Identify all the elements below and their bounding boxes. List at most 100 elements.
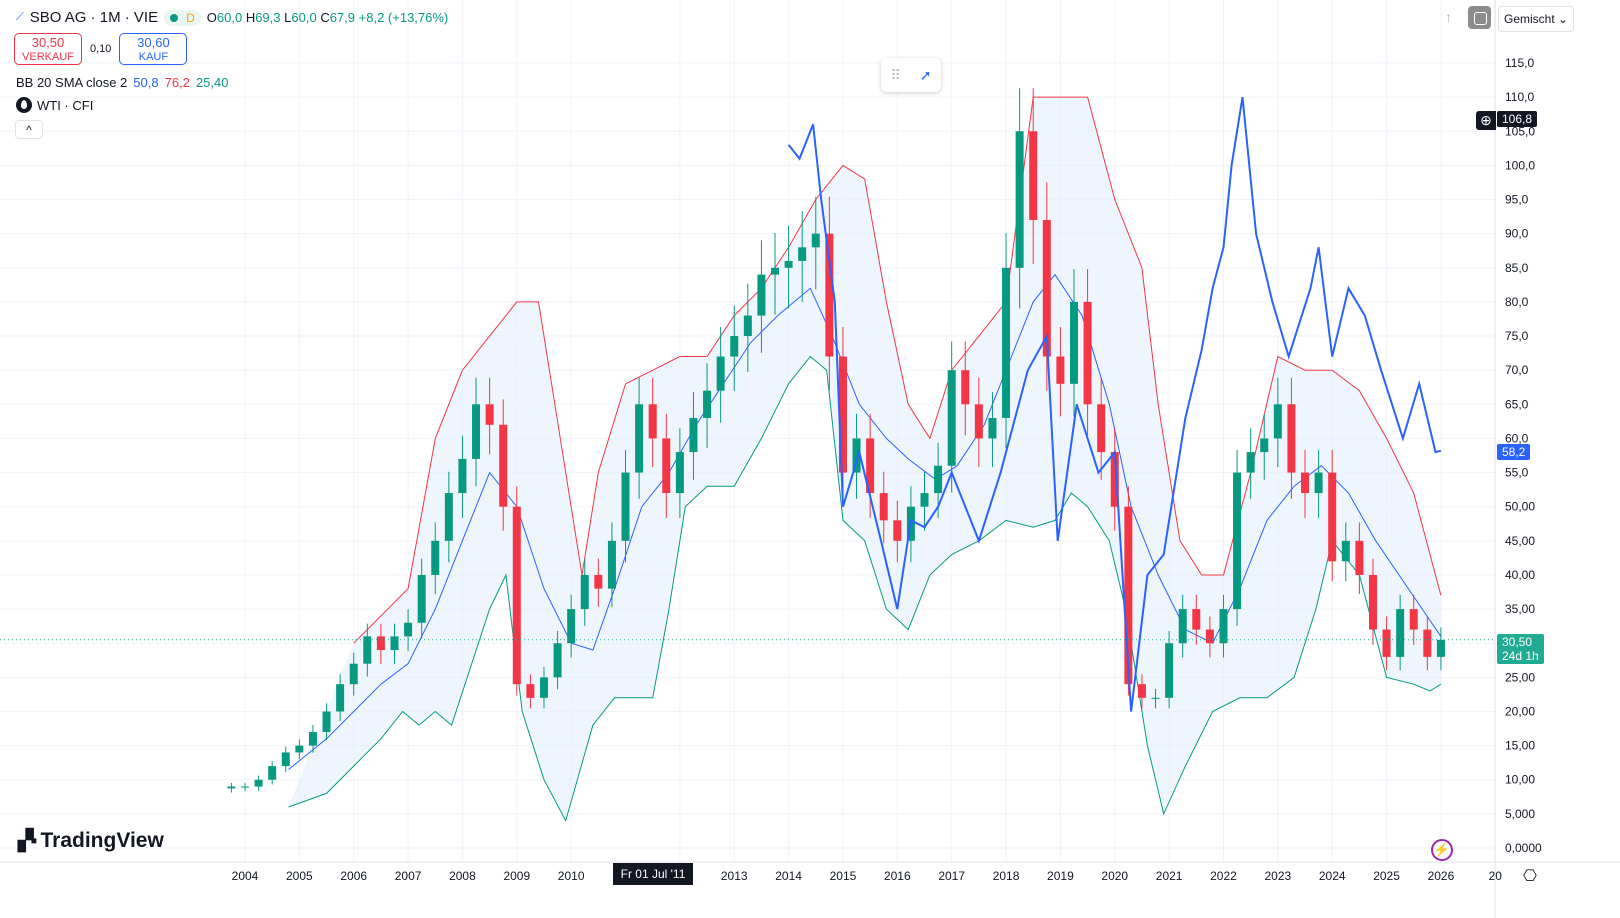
x-tick-label: 2015 xyxy=(830,869,857,883)
cursor-icon[interactable]: ➚ xyxy=(919,66,932,83)
sell-button[interactable]: 30,50 VERKAUF xyxy=(14,33,82,65)
x-tick-label: 2022 xyxy=(1210,869,1237,883)
candle-body xyxy=(934,465,943,494)
candle-body xyxy=(866,438,875,494)
candle-body xyxy=(1314,472,1323,494)
candle-body xyxy=(1382,629,1391,657)
candle-body xyxy=(689,417,698,453)
lightning-icon[interactable]: ⚡ xyxy=(1431,839,1453,861)
candle-body xyxy=(1396,609,1405,657)
x-tick-label: 2009 xyxy=(503,869,530,883)
bb-lower-line xyxy=(288,355,1442,823)
scale-mode-dropdown[interactable]: Gemischt ⌄ xyxy=(1498,6,1575,32)
candle-body xyxy=(743,315,752,337)
candle-body xyxy=(1069,301,1078,384)
candle-body xyxy=(1002,267,1011,418)
settings-gear-icon[interactable]: ⎔ xyxy=(1523,868,1537,885)
y-tick-label: 110,0 xyxy=(1505,90,1534,104)
y-tick-label: 65,0 xyxy=(1505,397,1529,411)
candle-body xyxy=(376,636,385,651)
candle-body xyxy=(390,636,399,651)
candle-body xyxy=(1233,472,1242,610)
x-tick-label: 2026 xyxy=(1428,869,1455,883)
symbol-title[interactable]: SBO AG · 1M · VIE xyxy=(29,9,159,26)
candle-body xyxy=(662,438,671,494)
candle-body xyxy=(444,493,453,541)
candle-body xyxy=(1301,472,1310,494)
candle-body xyxy=(607,540,616,589)
y-tick-label: 10,00 xyxy=(1505,773,1535,787)
candle-body xyxy=(472,404,481,459)
candle-body xyxy=(1192,609,1201,630)
candle-body xyxy=(730,336,739,357)
candle-body xyxy=(716,356,725,391)
y-tick-label: 45,00 xyxy=(1505,534,1535,548)
y-tick-label: 75,0 xyxy=(1505,329,1529,343)
candle-body xyxy=(539,677,548,698)
candle-body xyxy=(1097,404,1106,453)
x-tick-label: 2005 xyxy=(286,869,313,883)
candle-body xyxy=(1151,697,1160,699)
y-tick-label: 25,00 xyxy=(1505,670,1535,684)
candle-body xyxy=(1260,438,1269,453)
candle-body xyxy=(852,438,861,473)
candle-body xyxy=(974,404,983,439)
symbol-legend: ⟋ SBO AG · 1M · VIE D O60,0 H69,3 L60,0 … xyxy=(16,9,448,26)
arrow-up-icon[interactable]: ↑ xyxy=(1445,9,1452,25)
candle-body xyxy=(675,452,684,494)
fullscreen-icon[interactable] xyxy=(1468,6,1491,29)
drag-handle-icon[interactable]: ⠿ xyxy=(890,66,901,83)
candle-body xyxy=(431,540,440,575)
candle-body xyxy=(1083,301,1092,405)
y-tick-label: 115,0 xyxy=(1505,56,1534,70)
candle-body xyxy=(784,260,793,268)
candle-body xyxy=(1137,684,1146,698)
candle-body xyxy=(757,274,766,316)
candle-body xyxy=(363,636,372,664)
y-tick-label: 50,00 xyxy=(1505,500,1535,514)
add-alert-plus-icon[interactable]: ⊕ xyxy=(1476,111,1496,130)
candle-body xyxy=(879,493,888,521)
candle-body xyxy=(404,622,413,637)
candle-body xyxy=(648,404,657,439)
candle-body xyxy=(825,233,834,357)
candle-body xyxy=(580,574,589,610)
candle-body xyxy=(1015,131,1024,268)
market-status-badge[interactable]: D xyxy=(164,9,201,26)
candle-body xyxy=(1436,639,1445,657)
y-tick-label: 85,0 xyxy=(1505,261,1529,275)
y-tick-label: 55,0 xyxy=(1505,466,1529,480)
candle-body xyxy=(947,370,956,466)
candle-body xyxy=(838,356,847,473)
wti-last-label: 58,2 xyxy=(1497,444,1531,460)
y-tick-label: 90,0 xyxy=(1505,227,1529,241)
collapse-legend-button[interactable]: ^ xyxy=(15,120,43,139)
tradingview-logo[interactable]: ▞▪ TradingView xyxy=(18,828,164,853)
bollinger-legend[interactable]: BB 20 SMA close 2 50,8 76,2 25,40 xyxy=(16,75,229,90)
x-tick-label: 2020 xyxy=(1101,869,1128,883)
buy-button[interactable]: 30,60 KAUF xyxy=(119,33,188,65)
candle-body xyxy=(961,370,970,405)
candle-body xyxy=(295,745,304,753)
oil-drop-icon xyxy=(16,97,32,113)
candles xyxy=(227,88,1445,793)
candle-body xyxy=(1042,220,1051,357)
x-tick-label: 2013 xyxy=(721,869,748,883)
candle-body xyxy=(594,574,603,589)
candle-body xyxy=(621,472,630,541)
compare-legend[interactable]: WTI · CFI xyxy=(16,97,93,113)
x-tick-label: 2007 xyxy=(395,869,422,883)
candle-body xyxy=(1165,643,1174,698)
candle-body xyxy=(1409,609,1418,630)
y-tick-label: 40,00 xyxy=(1505,568,1535,582)
x-tick-label: 2019 xyxy=(1047,869,1074,883)
symbol-logo-icon: ⟋ xyxy=(16,11,24,23)
trade-buttons: 30,50 VERKAUF 0,10 30,60 KAUF xyxy=(14,33,188,65)
candle-body xyxy=(227,786,236,789)
x-tick-label: 2024 xyxy=(1319,869,1346,883)
candle-body xyxy=(1341,540,1350,562)
candle-body xyxy=(1205,629,1214,644)
x-tick-label: 2010 xyxy=(558,869,585,883)
candle-body xyxy=(1029,131,1038,221)
